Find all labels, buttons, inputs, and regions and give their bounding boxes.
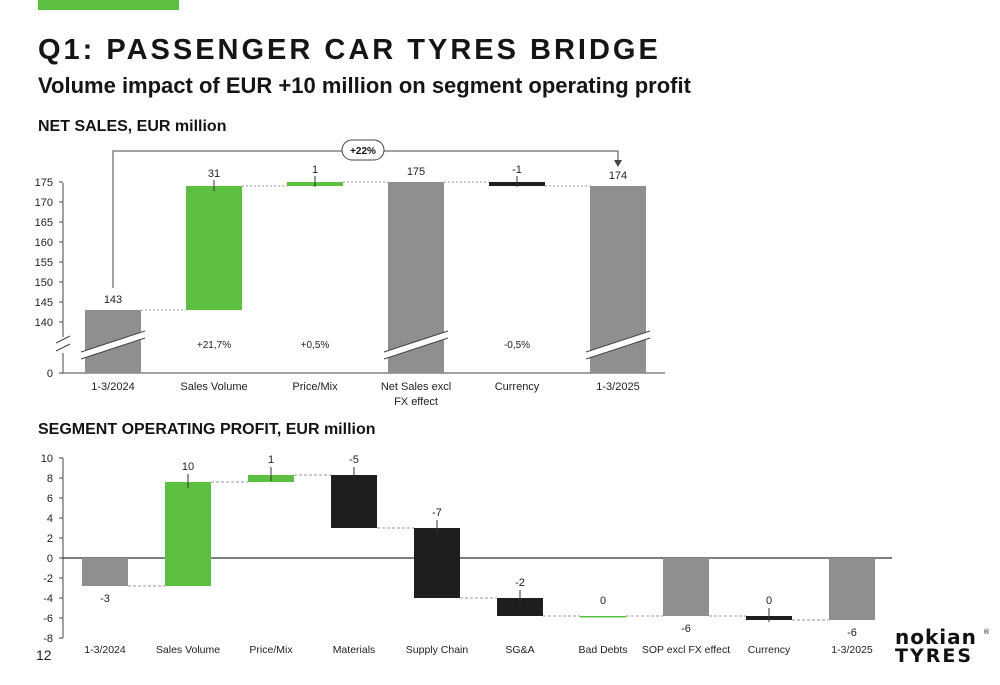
logo-tyres: TYRES xyxy=(895,645,974,667)
data-label: 31 xyxy=(208,168,220,180)
growth-badge xyxy=(341,139,385,161)
accent-bar xyxy=(38,0,179,10)
bar-break-gap xyxy=(82,331,144,359)
y-tick-label: 140 xyxy=(35,317,53,329)
x-category-label: FX effect xyxy=(394,396,438,408)
y-tick-label: 160 xyxy=(35,237,53,249)
logo-registered-mark: ® xyxy=(983,628,990,636)
bar-Sales Volume xyxy=(186,186,242,310)
x-category-label: 1-3/2025 xyxy=(596,381,639,393)
x-category-label: Net Sales excl xyxy=(381,381,451,393)
pct-label: -0,5% xyxy=(504,340,530,351)
bar-break-gap xyxy=(385,331,447,359)
y-tick-label: 165 xyxy=(35,217,53,229)
y-tick-label: 175 xyxy=(35,177,53,189)
bar-break-line xyxy=(80,337,146,360)
y-tick-label: 145 xyxy=(35,297,53,309)
data-label: 175 xyxy=(407,166,425,178)
x-category-label: 1-3/2024 xyxy=(91,381,134,393)
data-label: 143 xyxy=(104,294,122,306)
bar-break-line xyxy=(585,330,651,353)
bar-break-line xyxy=(80,330,146,353)
logo-wordmark: nokian xyxy=(895,625,977,649)
pct-label: +0,5% xyxy=(301,340,330,351)
bar-break-gap xyxy=(587,331,649,359)
x-category-label: Sales Volume xyxy=(180,381,247,393)
bar-break-line xyxy=(383,330,449,353)
pct-label: +21,7% xyxy=(197,340,231,351)
y-tick-label: 150 xyxy=(35,277,53,289)
bar-break-line xyxy=(383,337,449,360)
y-tick-label: 0 xyxy=(47,368,53,380)
sop-chart-title: SEGMENT OPERATING PROFIT, EUR million xyxy=(38,421,376,438)
nokian-tyres-logo: nokian TYRES ® xyxy=(895,625,990,667)
y-tick-label: 155 xyxy=(35,257,53,269)
net-sales-chart-title: NET SALES, EUR million xyxy=(38,118,227,135)
x-category-label: Currency xyxy=(495,381,540,393)
data-label: 1 xyxy=(312,164,318,176)
x-category-label: Price/Mix xyxy=(292,381,338,393)
slide-title: Q1: PASSENGER CAR TYRES BRIDGE xyxy=(38,34,661,66)
growth-arrowhead xyxy=(614,160,622,167)
bar-break-line xyxy=(585,337,651,360)
slide-subtitle: Volume impact of EUR +10 million on segm… xyxy=(38,73,691,98)
axis-break-mark xyxy=(55,343,71,352)
y-tick-label: 170 xyxy=(35,197,53,209)
page-number: 12 xyxy=(36,647,52,663)
growth-label: +22% xyxy=(350,146,376,157)
data-label: 174 xyxy=(609,170,627,182)
data-label: -1 xyxy=(512,164,522,176)
axis-break-mark xyxy=(55,335,71,344)
